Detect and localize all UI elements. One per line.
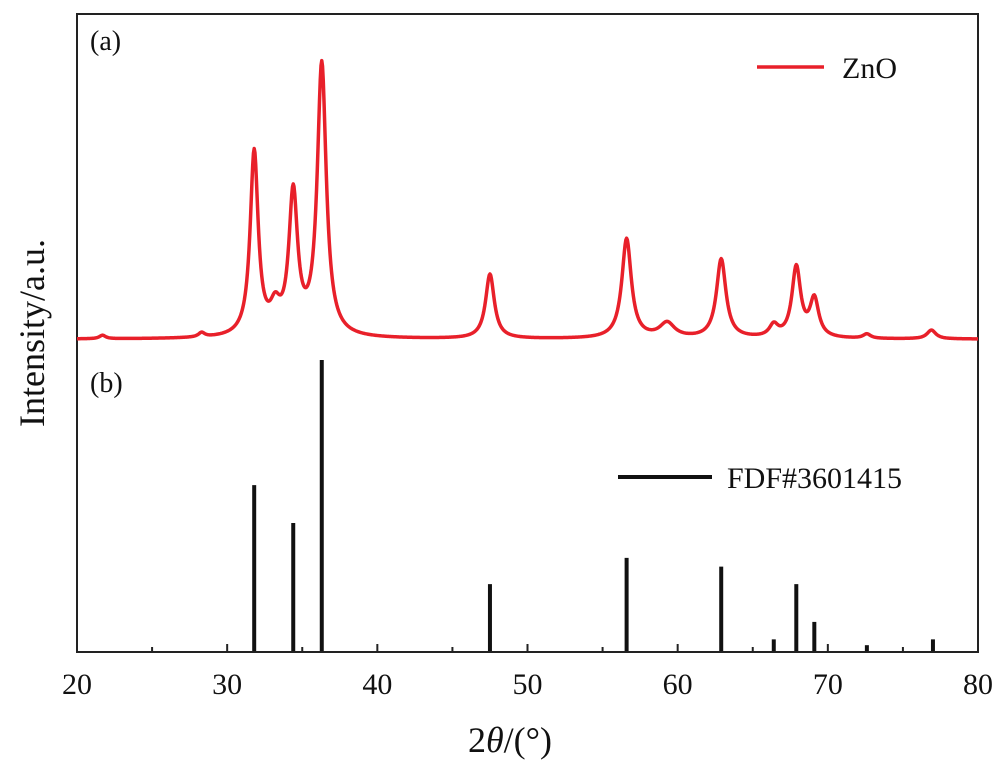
- x-tick-label: 20: [62, 668, 92, 701]
- legend-label-zno: ZnO: [842, 52, 897, 85]
- x-tick-label: 50: [513, 668, 543, 701]
- panel-label-b: (b): [90, 368, 123, 399]
- x-axis-ticks: 20 30 40 50 60 70 80: [62, 644, 993, 701]
- zno-pattern-line: [76, 58, 979, 341]
- legend-label-reference: FDF#3601415: [727, 462, 902, 495]
- x-axis-title: 2θ/(°): [468, 720, 552, 760]
- x-tick-label: 40: [362, 668, 392, 701]
- plot-frame: [76, 13, 979, 653]
- x-tick-label: 60: [663, 668, 693, 701]
- x-tick-label: 30: [212, 668, 242, 701]
- reference-lines: [252, 360, 935, 651]
- y-axis-title: Intensity/a.u.: [12, 239, 52, 427]
- x-tick-label: 80: [963, 668, 993, 701]
- x-tick-label: 70: [813, 668, 843, 701]
- panel-label-a: (a): [90, 26, 121, 57]
